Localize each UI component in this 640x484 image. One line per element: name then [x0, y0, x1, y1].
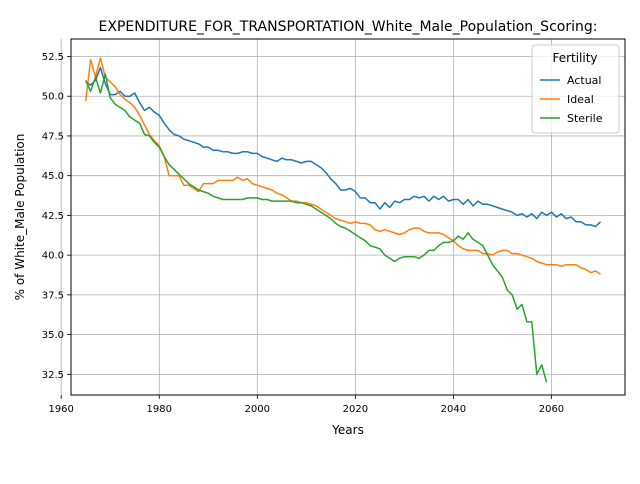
chart-title: EXPENDITURE_FOR_TRANSPORTATION_White_Mal…	[99, 19, 598, 35]
y-tick-label: 35.0	[42, 330, 64, 341]
y-tick-label: 37.5	[42, 290, 64, 301]
y-tick-label: 40.0	[42, 251, 64, 262]
series-line-ideal	[84, 57, 601, 275]
y-tick-label: 42.5	[42, 211, 64, 222]
legend: Fertility Actual Ideal Sterile	[531, 44, 620, 134]
legend-label-actual: Actual	[567, 74, 601, 87]
series-lines	[84, 57, 602, 383]
legend-box	[531, 44, 620, 134]
series-line-sterile	[85, 73, 548, 383]
y-axis-label: % of White_Male Population	[13, 134, 27, 301]
x-tick-label: 1980	[147, 404, 172, 415]
x-tick-label: 2060	[539, 404, 564, 415]
legend-title: Fertility	[552, 51, 597, 65]
y-tick-label: 47.5	[42, 131, 64, 142]
x-tick-label: 2020	[343, 404, 368, 415]
x-axis-ticks: 1960 1980 2000 2020 2040 2060	[48, 395, 564, 415]
legend-items: Actual Ideal Sterile	[540, 74, 603, 125]
y-tick-label: 45.0	[42, 171, 64, 182]
y-tick-label: 52.5	[42, 52, 64, 63]
legend-label-sterile: Sterile	[567, 112, 603, 125]
x-tick-label: 2040	[441, 404, 466, 415]
y-axis-ticks: 32.5 35.0 37.5 40.0 42.5 45.0 47.5 50.0 52.5	[42, 52, 71, 381]
y-tick-label: 50.0	[42, 92, 64, 103]
plot-frame	[70, 38, 626, 396]
x-tick-label: 1960	[48, 404, 73, 415]
x-tick-label: 2000	[245, 404, 270, 415]
x-axis-label: Years	[331, 423, 364, 437]
series-line-actual	[85, 66, 602, 228]
legend-label-ideal: Ideal	[567, 93, 594, 106]
y-tick-label: 32.5	[42, 370, 64, 381]
